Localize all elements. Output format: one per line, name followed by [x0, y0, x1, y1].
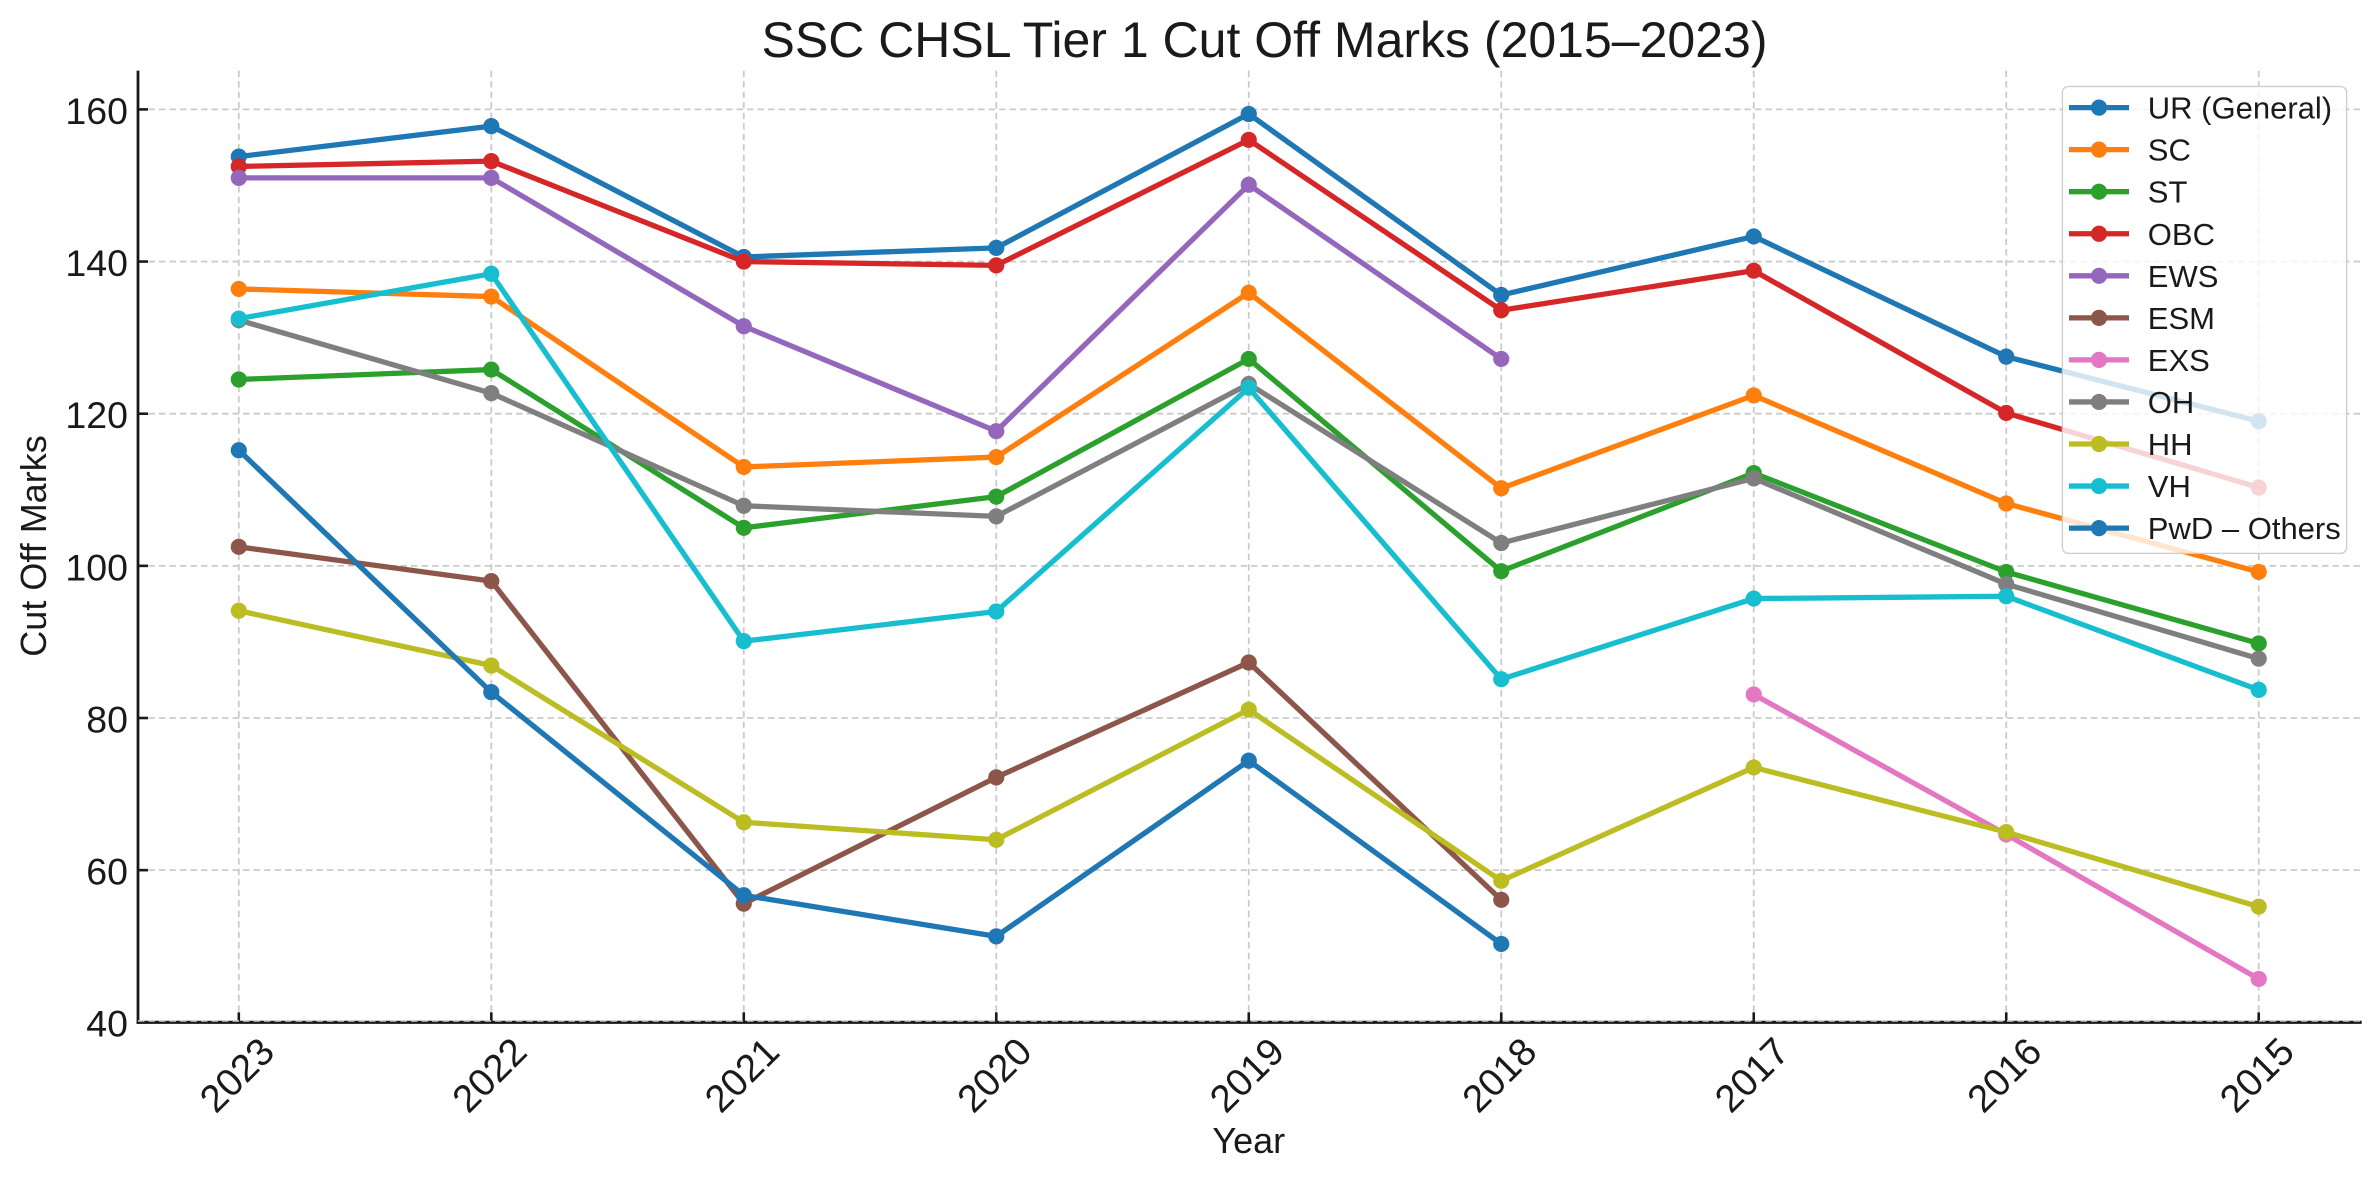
svg-text:PwD – Others: PwD – Others — [2148, 511, 2341, 546]
svg-text:UR (General): UR (General) — [2148, 91, 2332, 126]
svg-text:EWS: EWS — [2148, 259, 2219, 294]
svg-text:SC: SC — [2148, 133, 2191, 168]
svg-text:SSC CHSL Tier 1 Cut Off Marks: SSC CHSL Tier 1 Cut Off Marks (2015–2023… — [762, 12, 1768, 68]
svg-text:Year: Year — [1212, 1120, 1285, 1161]
svg-text:VH: VH — [2148, 469, 2191, 504]
svg-text:OH: OH — [2148, 385, 2195, 420]
svg-text:120: 120 — [65, 394, 128, 436]
svg-text:60: 60 — [86, 851, 128, 893]
svg-text:OBC: OBC — [2148, 217, 2215, 252]
svg-text:100: 100 — [65, 546, 128, 588]
svg-text:ST: ST — [2148, 175, 2188, 210]
svg-text:Cut Off Marks: Cut Off Marks — [13, 435, 54, 656]
svg-text:140: 140 — [65, 242, 128, 284]
svg-text:ESM: ESM — [2148, 301, 2215, 336]
svg-text:40: 40 — [86, 1003, 128, 1045]
svg-text:80: 80 — [86, 698, 128, 740]
svg-text:160: 160 — [65, 90, 128, 132]
svg-text:EXS: EXS — [2148, 343, 2210, 378]
svg-text:HH: HH — [2148, 427, 2193, 462]
